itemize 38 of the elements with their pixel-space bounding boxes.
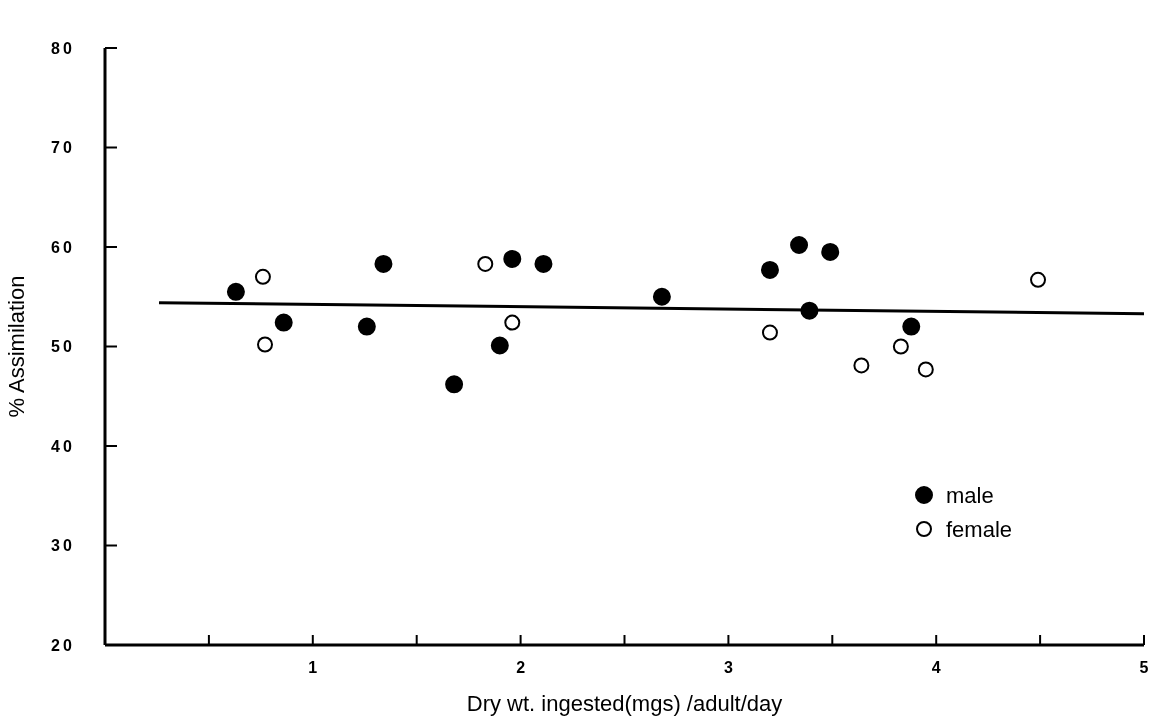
point — [257, 336, 274, 353]
point — [652, 287, 671, 306]
x-tick-label: 3 — [723, 659, 733, 676]
point — [445, 375, 464, 394]
x-tick-label: 1 — [308, 659, 318, 676]
point — [534, 254, 553, 273]
y-tick-label: 20 — [51, 636, 75, 654]
x-tick-label: 4 — [931, 659, 941, 676]
point — [226, 282, 245, 301]
point — [853, 357, 870, 374]
point — [477, 255, 494, 272]
legend-label: male — [946, 482, 994, 508]
point — [917, 361, 934, 378]
y-tick-label: 50 — [51, 338, 75, 356]
y-axis-title: % Assimilation — [4, 275, 29, 418]
point — [357, 317, 376, 336]
point — [892, 338, 909, 355]
point — [1030, 271, 1047, 288]
point — [254, 268, 271, 285]
point — [821, 242, 840, 261]
point — [503, 249, 522, 268]
point — [761, 324, 778, 341]
x-tick-label: 2 — [516, 659, 526, 676]
point — [902, 317, 921, 336]
y-tick-label: 40 — [51, 437, 75, 455]
point — [274, 313, 293, 332]
y-tick-label: 80 — [51, 39, 75, 57]
x-axis-title: Dry wt. ingested(mgs) /adult/day — [466, 691, 783, 716]
x-tick-label: 5 — [1139, 659, 1149, 676]
y-tick-label: 70 — [51, 139, 75, 157]
y-tick-label: 30 — [51, 537, 75, 555]
point — [790, 236, 809, 255]
y-tick-label: 60 — [51, 238, 75, 256]
legend-label: female — [946, 516, 1013, 542]
point — [504, 314, 521, 331]
point — [490, 336, 509, 355]
point — [374, 254, 393, 273]
point — [760, 260, 779, 279]
